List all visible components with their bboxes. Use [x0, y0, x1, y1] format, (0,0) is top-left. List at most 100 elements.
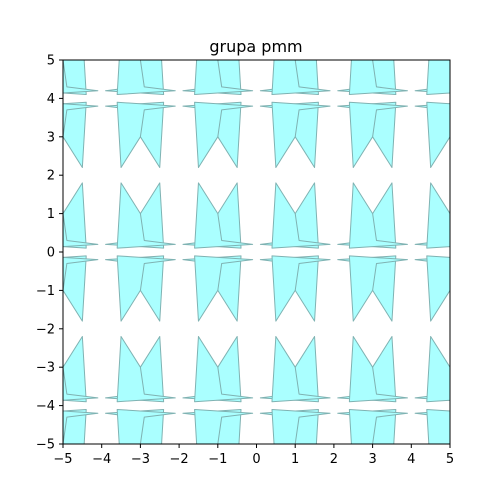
tile-67 — [63, 410, 99, 444]
tile-215 — [426, 101, 450, 169]
tile-123 — [194, 408, 254, 444]
tile-95 — [116, 408, 176, 444]
tile-75 — [63, 103, 99, 138]
tile-181 — [348, 182, 408, 249]
tile-38 — [63, 408, 87, 444]
tile-116 — [260, 490, 318, 500]
y-tick-label: −4 — [36, 399, 55, 414]
x-tick-label: −2 — [170, 452, 189, 467]
tile-125 — [194, 182, 254, 249]
y-tick-label: 1 — [47, 207, 55, 222]
tile-205 — [426, 335, 450, 403]
tile-107 — [117, 0, 175, 14]
tile-179 — [348, 408, 408, 444]
tile-127 — [194, 255, 254, 322]
tile-218 — [493, 0, 500, 14]
tile-212 — [493, 29, 500, 94]
tile-45 — [0, 29, 20, 94]
tile-50 — [28, 0, 86, 14]
tile-209 — [426, 182, 450, 249]
tile-89 — [117, 490, 175, 500]
tile-40 — [63, 182, 87, 249]
tile-187 — [348, 101, 408, 169]
y-tick-label: 4 — [47, 92, 55, 107]
x-tick-label: 1 — [291, 452, 299, 467]
tile-16 — [0, 29, 9, 94]
tile-162 — [338, 0, 396, 14]
tile-36 — [63, 335, 87, 403]
tile-155 — [271, 255, 331, 322]
x-tick-label: −4 — [92, 452, 111, 467]
y-tick-label: −1 — [36, 284, 55, 299]
x-tick-label: −5 — [53, 452, 72, 467]
x-axis: −5 −4 −3 −2 −1 0 1 2 3 4 5 — [53, 444, 454, 467]
tile-172 — [415, 490, 473, 500]
y-tick-label: 2 — [47, 169, 55, 184]
tile-60 — [106, 490, 164, 500]
tile-33 — [0, 490, 20, 500]
tile-159 — [271, 101, 331, 169]
tile-101 — [116, 60, 176, 96]
tile-41 — [0, 183, 20, 248]
tile-69 — [63, 212, 99, 248]
tile-88 — [183, 490, 241, 500]
tile-73 — [63, 60, 99, 94]
tile-157 — [271, 60, 331, 96]
tile-10 — [0, 409, 9, 474]
tile-4 — [0, 490, 9, 500]
tile-183 — [348, 255, 408, 322]
tile-208 — [493, 183, 500, 248]
y-tick-label: −2 — [36, 322, 55, 337]
tile-42 — [63, 255, 87, 322]
tile-173 — [349, 490, 407, 500]
tile-149 — [271, 335, 331, 403]
tile-12 — [0, 183, 9, 248]
tile-135 — [195, 0, 253, 14]
tile-71 — [63, 256, 99, 292]
tile-18 — [0, 102, 9, 167]
x-tick-label: −3 — [131, 452, 150, 467]
tile-44 — [63, 60, 87, 96]
y-axis: −5 −4 −3 −2 −1 0 1 2 3 4 5 — [36, 54, 63, 453]
tile-177 — [348, 335, 408, 403]
y-tick-label: 0 — [47, 246, 55, 261]
tile-134 — [260, 0, 318, 14]
tile-8 — [0, 336, 9, 401]
tile-207 — [426, 408, 450, 444]
tile-14 — [0, 256, 9, 321]
tile-144 — [338, 490, 396, 500]
tile-185 — [348, 60, 408, 96]
tile-43 — [0, 256, 20, 321]
tile-99 — [116, 255, 176, 322]
y-tick-label: 3 — [47, 130, 55, 145]
tile-131 — [194, 101, 254, 169]
tile-47 — [0, 102, 20, 167]
tile-106 — [183, 0, 241, 14]
y-tick-label: 5 — [47, 54, 55, 69]
tile-97 — [116, 182, 176, 249]
tile-78 — [106, 0, 164, 14]
tile-153 — [271, 182, 331, 249]
tile-201 — [427, 490, 485, 500]
tile-32 — [28, 490, 86, 500]
tile-211 — [426, 255, 450, 322]
x-tick-label: 2 — [330, 452, 338, 467]
x-tick-label: 3 — [368, 452, 376, 467]
x-tick-label: −1 — [208, 452, 227, 467]
tile-190 — [415, 0, 473, 14]
chart-title: grupa pmm — [209, 37, 302, 56]
tile-103 — [116, 101, 176, 169]
tile-65 — [63, 366, 99, 401]
tile-206 — [493, 409, 500, 474]
tile-93 — [116, 335, 176, 403]
tile-219 — [427, 0, 485, 14]
tile-61 — [40, 490, 98, 500]
tile-129 — [194, 60, 254, 96]
tile-204 — [493, 336, 500, 401]
x-tick-label: 4 — [407, 452, 415, 467]
tile-145 — [272, 490, 330, 500]
y-tick-label: −5 — [36, 438, 55, 453]
tile-117 — [195, 490, 253, 500]
